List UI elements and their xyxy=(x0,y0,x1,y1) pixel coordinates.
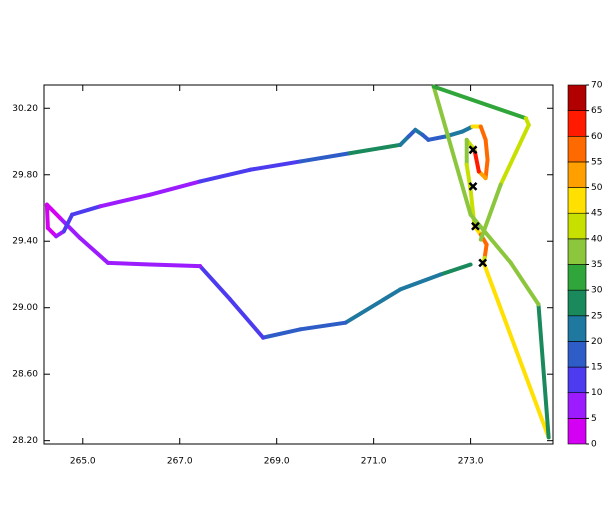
colorbar-label: 65 xyxy=(591,106,602,116)
x-tick-label: 267.0 xyxy=(167,457,193,467)
colorbar-label: 50 xyxy=(591,183,603,193)
y-tick-label: 29.40 xyxy=(12,237,38,247)
colorbar-box xyxy=(567,161,587,188)
y-tick-label: 28.60 xyxy=(12,370,38,380)
y-tick-label: 29.00 xyxy=(12,303,38,313)
colorbar-label: 5 xyxy=(591,414,597,424)
colorbar-box xyxy=(567,84,587,111)
marker-cross xyxy=(468,145,478,155)
track-segment xyxy=(498,122,531,187)
track-segment xyxy=(228,297,266,340)
track-segment xyxy=(431,84,528,121)
colorbar-box xyxy=(567,187,587,214)
track-segment xyxy=(431,84,473,217)
colorbar-label: 70 xyxy=(591,81,603,91)
track-segment xyxy=(438,262,473,277)
track-segment xyxy=(478,124,488,142)
marker-cross xyxy=(471,221,480,231)
track-segment xyxy=(77,235,110,265)
track-segment xyxy=(148,262,203,269)
colorbar-box xyxy=(567,238,587,265)
marker xyxy=(471,221,480,231)
colorbar-label: 40 xyxy=(591,234,603,244)
track-segment xyxy=(298,320,348,332)
colorbar-box xyxy=(567,341,587,368)
plot-frame xyxy=(43,84,554,445)
colorbar-label: 30 xyxy=(591,286,603,296)
track-segment xyxy=(348,142,403,156)
track-segment xyxy=(508,260,541,307)
track-segment xyxy=(57,215,82,240)
track-segment xyxy=(426,134,448,142)
colorbar-label: 25 xyxy=(591,311,602,321)
y-tick-label: 30.20 xyxy=(12,104,38,114)
marker-cross xyxy=(478,258,488,268)
colorbar-label: 15 xyxy=(591,363,602,373)
colorbar-label: 20 xyxy=(591,337,603,347)
track-segment xyxy=(483,137,490,162)
x-tick-label: 269.0 xyxy=(264,457,290,467)
y-tick-label: 28.20 xyxy=(12,436,38,446)
track-segment xyxy=(468,212,513,265)
colorbar-box xyxy=(567,110,587,137)
track-segment xyxy=(98,192,153,209)
track-segment xyxy=(343,287,403,325)
track-segment xyxy=(198,264,233,302)
track-segment xyxy=(483,157,490,181)
colorbar-box xyxy=(567,264,587,291)
marker-cross xyxy=(468,182,478,191)
colorbar-box xyxy=(567,135,587,163)
track-segment xyxy=(44,202,62,220)
colorbar-label: 45 xyxy=(591,209,602,219)
colorbar-box xyxy=(567,418,587,445)
track-segment xyxy=(482,242,489,260)
track-segment xyxy=(61,212,75,234)
colorbar-label: 35 xyxy=(591,260,602,270)
colorbar-label: 60 xyxy=(591,132,603,142)
x-tick-label: 265.0 xyxy=(70,457,96,467)
x-tick-label: 271.0 xyxy=(361,457,387,467)
track-segment xyxy=(148,179,203,197)
track-segment xyxy=(261,327,303,340)
track-layer xyxy=(44,84,551,440)
track-segment xyxy=(298,151,353,164)
track-segment xyxy=(464,162,473,192)
colorbar-box xyxy=(567,392,587,419)
colorbar-box xyxy=(567,315,587,342)
marker xyxy=(478,258,488,268)
track-segment xyxy=(481,260,551,440)
marker xyxy=(468,145,478,155)
track-segment xyxy=(398,272,443,292)
colorbar-box xyxy=(567,212,587,240)
colorbar-label: 10 xyxy=(591,388,603,398)
track-segment xyxy=(70,204,103,217)
track-segment xyxy=(478,182,503,242)
colorbar-box xyxy=(567,366,587,394)
colorbar-label: 55 xyxy=(591,157,602,167)
track-segment xyxy=(536,302,551,440)
marker xyxy=(468,182,478,191)
x-tick-label: 273.0 xyxy=(458,457,484,467)
track-segment xyxy=(248,159,303,172)
track-segment xyxy=(44,202,50,230)
track-segment xyxy=(105,260,153,267)
y-tick-label: 29.80 xyxy=(12,170,38,180)
track-segment xyxy=(198,167,253,184)
colorbar-box xyxy=(567,289,587,317)
colorbar-label: 0 xyxy=(591,440,597,450)
